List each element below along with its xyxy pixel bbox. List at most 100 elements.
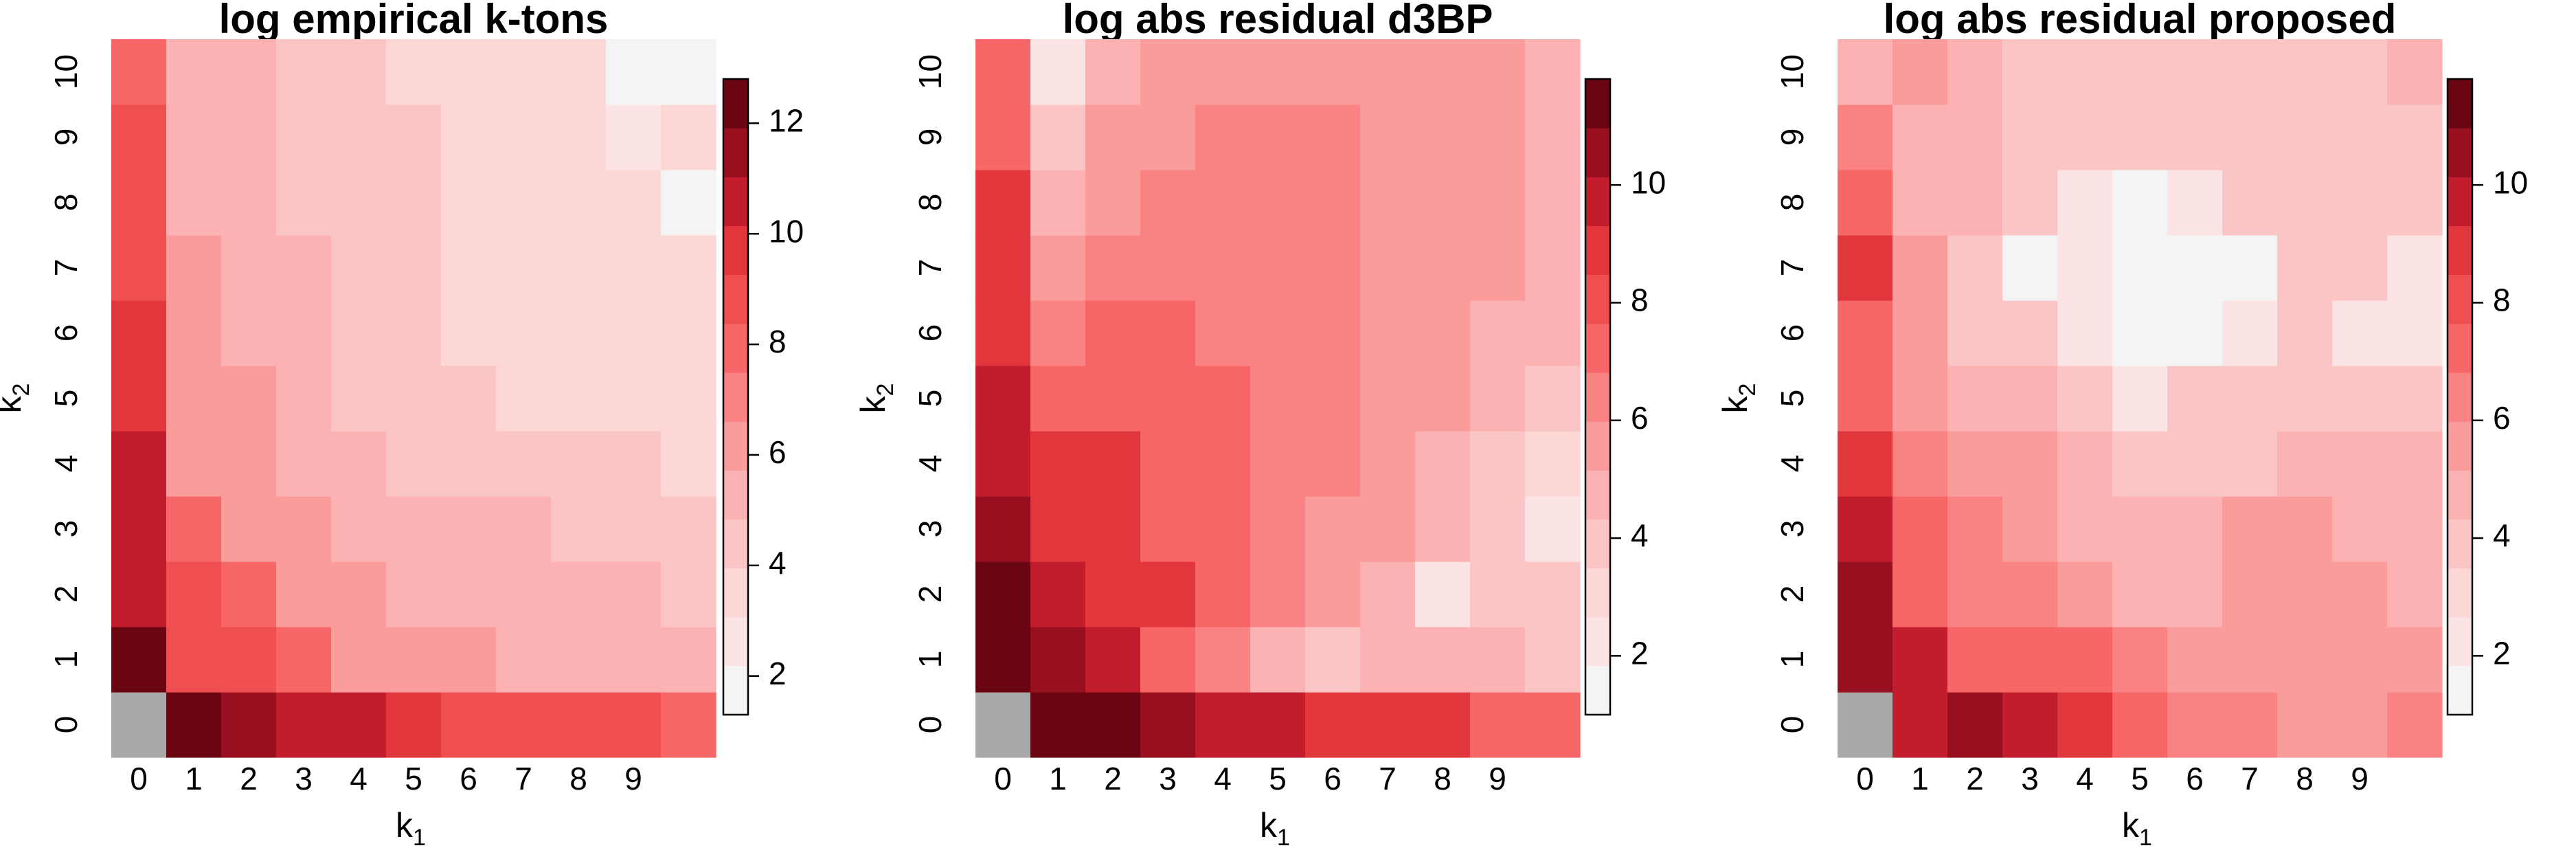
heatmap-cell (2387, 235, 2443, 301)
heatmap-cell (2167, 235, 2223, 301)
heatmap-cell (1140, 366, 1196, 432)
heatmap-cell (606, 561, 662, 627)
x-axis-label-subscript: 1 (413, 825, 426, 851)
heatmap-cell (2222, 692, 2278, 758)
heatmap-cell (1140, 235, 1196, 301)
heatmap-cell (1470, 496, 1526, 562)
heatmap-cell (386, 366, 442, 432)
x-tick-label: 7 (515, 761, 532, 796)
heatmap-cell (1195, 431, 1251, 497)
colorbar-segment (2448, 274, 2472, 324)
colorbar-segment (1585, 470, 1610, 520)
heatmap-cell (975, 300, 1031, 366)
heatmap-cell (2222, 366, 2278, 432)
heatmap-cell (661, 431, 716, 497)
heatmap-cell (441, 431, 497, 497)
heatmap-cell (2222, 39, 2278, 105)
y-tick-label: 7 (48, 259, 84, 277)
y-tick-label: 4 (912, 455, 948, 473)
heatmap-cell (1195, 627, 1251, 693)
heatmap-cell (441, 104, 497, 170)
colorbar-segment (723, 421, 748, 471)
x-tick-label: 2 (1966, 761, 1984, 796)
x-tick-label: 5 (2131, 761, 2149, 796)
heatmap-cell (2112, 300, 2168, 366)
colorbar-tick-label: 2 (2493, 636, 2511, 671)
heatmap-cell (2112, 627, 2168, 693)
heatmap-cell (221, 627, 277, 693)
heatmap-cell (331, 692, 387, 758)
x-axis-label-main: k (2122, 806, 2140, 845)
heatmap-cell (2277, 692, 2333, 758)
heatmap-cell (496, 431, 552, 497)
heatmap-cell (2277, 170, 2333, 236)
heatmap-cell (1415, 627, 1471, 693)
heatmap-cell (221, 561, 277, 627)
heatmap-cell (551, 627, 607, 693)
heatmap-cell (2057, 104, 2113, 170)
heatmap-cell (1470, 366, 1526, 432)
heatmap-cell (2332, 431, 2388, 497)
colorbar-segment (723, 128, 748, 177)
colorbar-segment (1585, 128, 1610, 177)
y-axis-label-main: k (0, 395, 28, 413)
x-tick-label: 7 (1379, 761, 1397, 796)
heatmap-cell (1140, 104, 1196, 170)
y-tick-label: 8 (1774, 194, 1810, 212)
heatmap-cell (606, 366, 662, 432)
heatmap-cell (1525, 300, 1581, 366)
heatmap-cell (1030, 561, 1086, 627)
heatmap-cell (441, 496, 497, 562)
heatmap-cell (1947, 300, 2003, 366)
heatmap-cell (1893, 496, 1948, 562)
x-tick-label: 4 (350, 761, 368, 796)
heatmap-cell (276, 104, 332, 170)
heatmap-cell (1140, 627, 1196, 693)
x-tick-label: 0 (130, 761, 148, 796)
heatmap-cell (661, 366, 716, 432)
y-tick-label: 5 (48, 390, 84, 408)
heatmap-cell (1947, 235, 2003, 301)
y-axis-label-subscript: 2 (8, 383, 34, 397)
heatmap-cell (221, 496, 277, 562)
heatmap-cell (331, 300, 387, 366)
heatmap-cell (441, 39, 497, 105)
heatmap-cell (2277, 235, 2333, 301)
colorbar-tick-label: 4 (1631, 517, 1649, 553)
heatmap-cell (551, 235, 607, 301)
heatmap-cell (2002, 104, 2058, 170)
x-axis-label: k1 (396, 806, 426, 851)
x-tick-label: 4 (1214, 761, 1232, 796)
colorbar: 2 4 6 8 10 (2446, 78, 2528, 716)
heatmap-cell (661, 39, 716, 105)
chart-title: log abs residual proposed (1884, 0, 2397, 42)
heatmap-cell (496, 104, 552, 170)
heatmap-cell (1470, 235, 1526, 301)
y-axis-label-main: k (854, 395, 892, 413)
heatmap-cell (111, 431, 167, 497)
heatmap-cell (1030, 104, 1086, 170)
heatmap-cell (386, 235, 442, 301)
colorbar-segment (1585, 616, 1610, 667)
heatmap-cell (1415, 235, 1471, 301)
x-tick-label: 9 (1489, 761, 1506, 796)
colorbar-segment (723, 79, 748, 129)
heatmap-cell (1470, 104, 1526, 170)
heatmap-cell (1360, 431, 1416, 497)
heatmap-cell (111, 104, 167, 170)
heatmap-cell (2387, 627, 2443, 693)
heatmap-cell (1305, 431, 1361, 497)
heatmap-cell (331, 496, 387, 562)
heatmap-cell (1085, 692, 1141, 758)
heatmap-cell (166, 104, 222, 170)
heatmap-cell (1085, 104, 1141, 170)
heatmap-cell (661, 496, 716, 562)
heatmap-cell (166, 692, 222, 758)
heatmap-cell (441, 561, 497, 627)
heatmap-cell (1030, 431, 1086, 497)
heatmap-cell (2222, 235, 2278, 301)
heatmap-cell (1305, 104, 1361, 170)
heatmap-cell (2002, 366, 2058, 432)
y-tick-label: 9 (48, 129, 84, 146)
heatmap-cell (2057, 692, 2113, 758)
